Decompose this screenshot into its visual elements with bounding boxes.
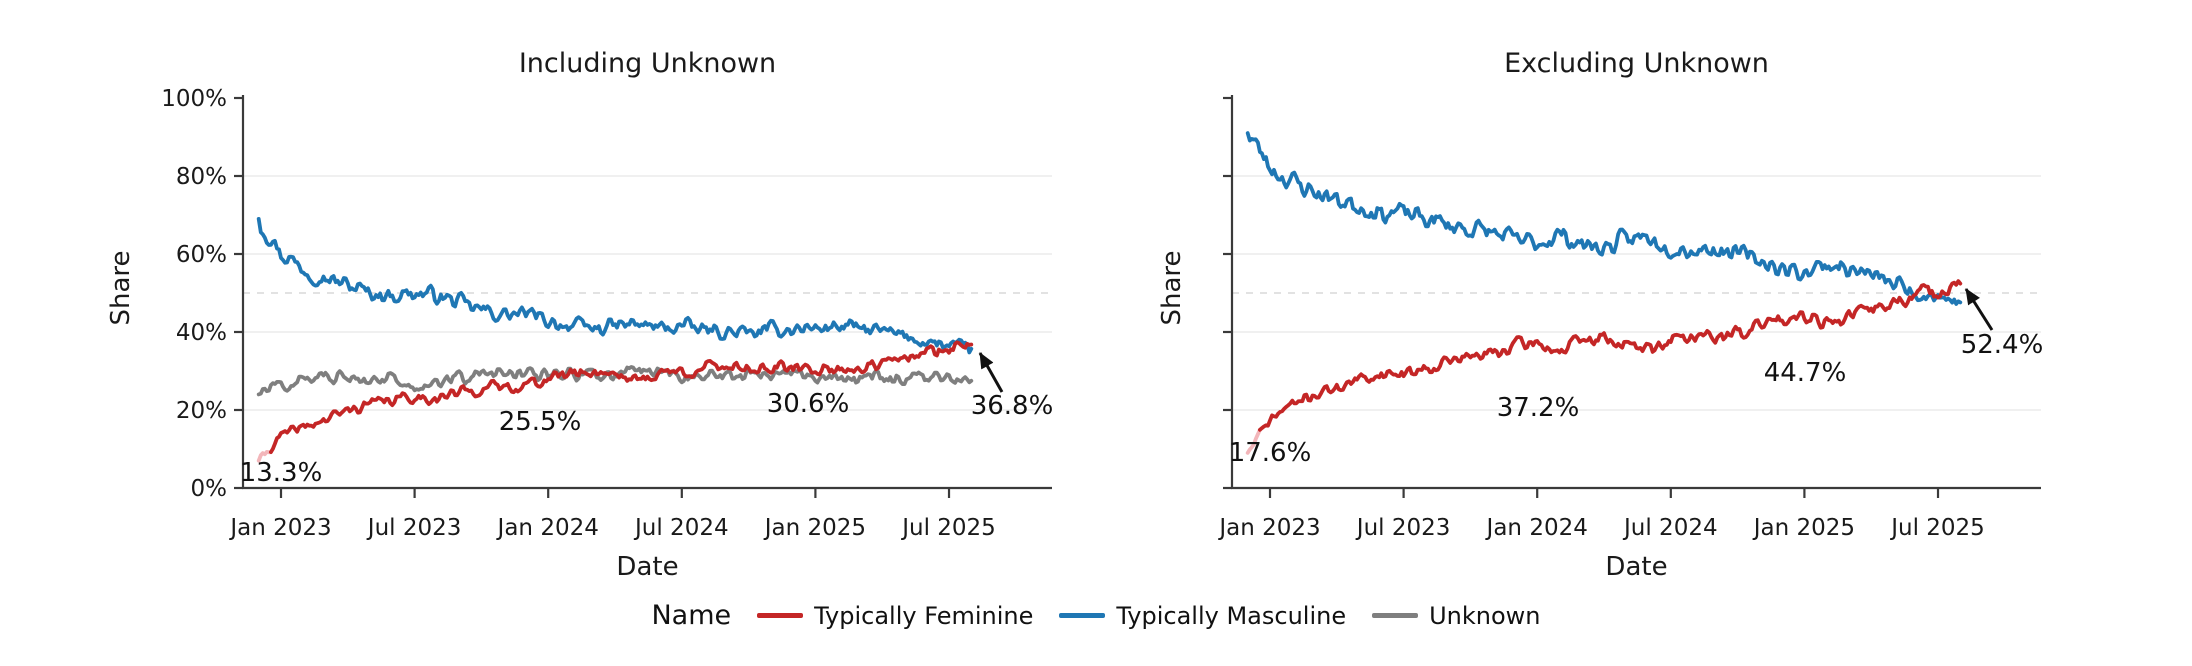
right-y-axis-label: Share (1157, 250, 1187, 326)
annotation-30.6%: 30.6% (767, 389, 850, 419)
x-tick-label-jul-2025: Jul 2025 (1889, 515, 1985, 541)
y-tick-label-40: 40% (176, 320, 227, 346)
y-tick-label-80: 80% (176, 164, 227, 190)
y-tick-label-20: 20% (176, 398, 227, 424)
legend-label-typically-masculine: Typically Masculine (1116, 601, 1347, 630)
y-tick-label-60: 60% (176, 242, 227, 268)
legend-label-unknown: Unknown (1429, 601, 1541, 630)
legend-item-typically-masculine: Typically Masculine (1059, 602, 1346, 630)
x-tick-label-jan-2023: Jan 2023 (1217, 515, 1320, 541)
line-start-segment-typically-feminine (256, 449, 273, 463)
line-typically-masculine (1245, 131, 1963, 306)
annotation-13.3%: 13.3% (240, 458, 323, 488)
line-typically-feminine (268, 340, 974, 455)
annotation-52.4%: 52.4% (1961, 330, 2044, 360)
annotation-arrow-36.8% (978, 352, 1004, 393)
y-tick-label-0: 0% (191, 476, 228, 502)
annotation-17.6%: 17.6% (1229, 438, 1312, 468)
left-chart-title: Including Unknown (518, 48, 777, 79)
right-x-axis-label: Date (1605, 552, 1668, 582)
y-tick-label-100: 100% (161, 86, 227, 112)
legend-title: Name (651, 600, 732, 631)
annotation-44.7%: 44.7% (1764, 358, 1847, 388)
x-tick-label-jan-2024: Jan 2024 (1485, 515, 1588, 541)
annotation-25.5%: 25.5% (499, 407, 582, 437)
legend-item-unknown: Unknown (1372, 601, 1541, 630)
left-y-axis-label: Share (106, 250, 136, 326)
masculine-line-swatch-icon (1059, 613, 1106, 618)
feminine-line-swatch-icon (757, 613, 804, 618)
x-tick-label-jul-2023: Jul 2023 (366, 515, 462, 541)
left-x-axis-label: Date (616, 552, 679, 582)
legend-label-typically-feminine: Typically Feminine (814, 601, 1034, 630)
legend-item-typically-feminine: Typically Feminine (757, 602, 1033, 630)
x-tick-label-jan-2023: Jan 2023 (228, 515, 331, 541)
x-tick-label-jul-2023: Jul 2023 (1355, 515, 1451, 541)
right-chart-title: Excluding Unknown (1504, 48, 1769, 79)
x-tick-label-jul-2024: Jul 2024 (1622, 515, 1718, 541)
annotation-36.8%: 36.8% (971, 391, 1054, 421)
unknown-line-swatch-icon (1372, 613, 1419, 618)
line-typically-masculine (256, 216, 974, 355)
annotation-37.2%: 37.2% (1497, 393, 1580, 423)
line-start-segment-typically-feminine (1245, 427, 1262, 455)
annotation-arrow-52.4% (1964, 288, 1994, 331)
legend: Name Typically Feminine Typically Mascul… (0, 600, 2192, 631)
line-typically-feminine (1258, 279, 1963, 432)
x-tick-label-jan-2025: Jan 2025 (763, 515, 866, 541)
x-tick-label-jul-2024: Jul 2024 (633, 515, 729, 541)
x-tick-label-jan-2025: Jan 2025 (1752, 515, 1855, 541)
x-tick-label-jul-2025: Jul 2025 (900, 515, 996, 541)
x-tick-label-jan-2024: Jan 2024 (496, 515, 599, 541)
